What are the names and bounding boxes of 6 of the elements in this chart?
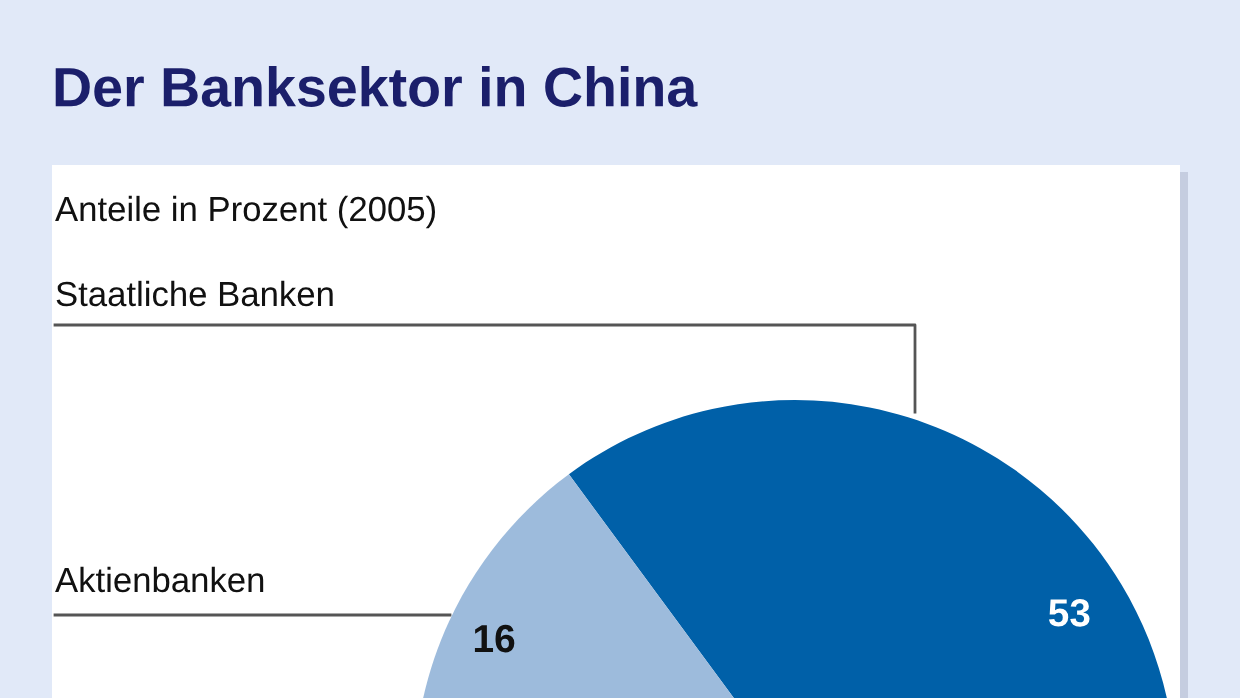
data-label: 53 [1048, 599, 1090, 627]
slice-label: Staatliche Banken [56, 280, 333, 307]
slice-label: Aktienbanken [55, 566, 264, 593]
chart-title: Der Banksektor in China [55, 66, 698, 107]
data-label: 16 [474, 624, 515, 653]
chart-subtitle: Anteile in Prozent (2005) [55, 195, 436, 229]
